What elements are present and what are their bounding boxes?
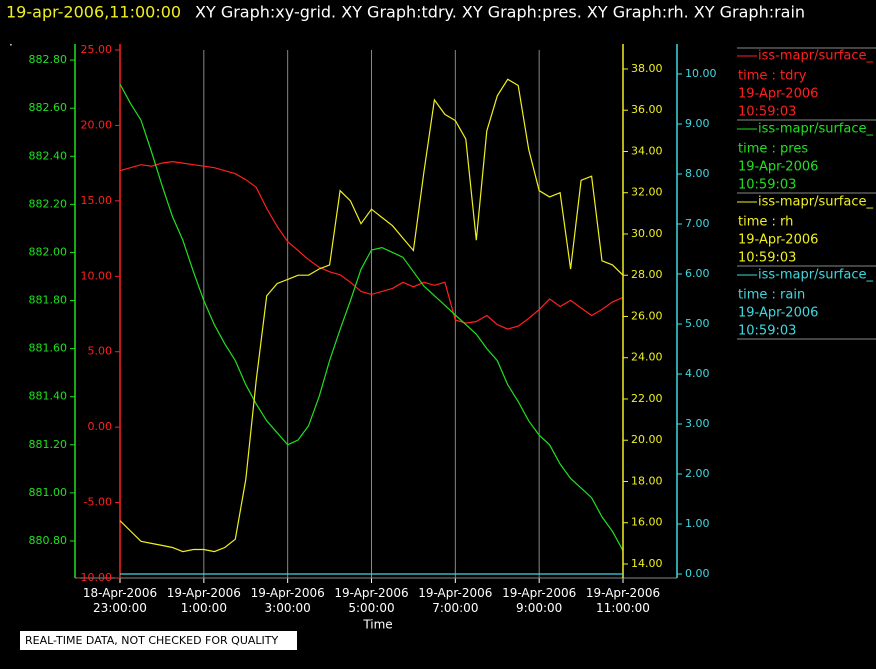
- y-tick-label: 20.00: [81, 118, 113, 131]
- y-tick-label: -5.00: [84, 496, 112, 509]
- legend-text: 10:59:03: [738, 105, 796, 120]
- y-tick-label: 1.00: [685, 517, 710, 530]
- chart-title: 19-apr-2006,11:00:00: [6, 3, 181, 22]
- marker-dot: .: [9, 35, 13, 49]
- legend-text: 10:59:03: [738, 178, 796, 193]
- data-line: [119, 78, 624, 553]
- y-tick-label: 882.00: [29, 245, 68, 258]
- y-tick-label: 9.00: [685, 117, 710, 130]
- y-tick-label: 882.80: [29, 53, 68, 66]
- y-tick-label: 14.00: [631, 557, 663, 570]
- chart-subtitle: XY Graph:xy-grid. XY Graph:tdry. XY Grap…: [195, 3, 805, 22]
- y-tick-label: 36.00: [631, 103, 663, 116]
- x-tick-label: 19-Apr-2006 3:00:00: [251, 586, 325, 615]
- y-tick-label: 8.00: [685, 167, 710, 180]
- y-tick-label: 0.00: [88, 420, 113, 433]
- y-tick-label: 26.00: [631, 309, 663, 322]
- x-tick-label: 19-Apr-2006 1:00:00: [167, 586, 241, 615]
- y-tick-label: 22.00: [631, 392, 663, 405]
- y-tick-label: 15.00: [81, 194, 113, 207]
- y-tick-label: 6.00: [685, 267, 710, 280]
- legend-name: iss-mapr/surface_: [758, 49, 874, 64]
- y-tick-label: 16.00: [631, 516, 663, 529]
- y-tick-label: 880.80: [29, 534, 68, 547]
- y-tick-label: 30.00: [631, 227, 663, 240]
- x-axis-label: Time: [362, 618, 392, 632]
- y-tick-label: 881.20: [29, 438, 68, 451]
- y-tick-label: 18.00: [631, 474, 663, 487]
- legend-text: time : rain: [738, 288, 805, 303]
- legend-text: time : rh: [738, 215, 793, 230]
- data-line: [119, 83, 624, 551]
- y-tick-label: 0.00: [685, 567, 710, 580]
- y-tick-label: 32.00: [631, 186, 663, 199]
- y-tick-label: 881.40: [29, 390, 68, 403]
- legend-text: time : pres: [738, 142, 808, 157]
- legend-text: 19-Apr-2006: [738, 306, 818, 321]
- y-tick-label: 881.80: [29, 294, 68, 307]
- y-tick-label: 24.00: [631, 351, 663, 364]
- x-tick-label: 19-Apr-2006 7:00:00: [418, 586, 492, 615]
- y-tick-label: 25.00: [81, 43, 113, 56]
- y-tick-label: 5.00: [685, 317, 710, 330]
- footnote: REAL-TIME DATA, NOT CHECKED FOR QUALITY: [25, 634, 279, 647]
- y-tick-label: -10.00: [77, 571, 112, 584]
- y-tick-label: 10.00: [685, 67, 717, 80]
- legend-text: 10:59:03: [738, 251, 796, 266]
- y-tick-label: 5.00: [88, 345, 113, 358]
- y-tick-label: 882.20: [29, 197, 68, 210]
- y-tick-label: 4.00: [685, 367, 710, 380]
- legend-text: 19-Apr-2006: [738, 160, 818, 175]
- legend-name: iss-mapr/surface_: [758, 268, 874, 283]
- x-tick-label: 19-Apr-2006 9:00:00: [502, 586, 576, 615]
- legend-name: iss-mapr/surface_: [758, 122, 874, 137]
- y-tick-label: 2.00: [685, 467, 710, 480]
- legend-text: time : tdry: [738, 69, 807, 84]
- y-tick-label: 7.00: [685, 217, 710, 230]
- x-tick-label: 18-Apr-2006 23:00:00: [83, 586, 157, 615]
- legend-text: 19-Apr-2006: [738, 87, 818, 102]
- y-tick-label: 10.00: [81, 269, 113, 282]
- y-tick-label: 3.00: [685, 417, 710, 430]
- legend-text: 19-Apr-2006: [738, 233, 818, 248]
- x-tick-label: 19-Apr-2006 5:00:00: [334, 586, 408, 615]
- y-tick-label: 882.60: [29, 101, 68, 114]
- y-tick-label: 38.00: [631, 62, 663, 75]
- legend-text: 10:59:03: [738, 324, 796, 339]
- legend-name: iss-mapr/surface_: [758, 195, 874, 210]
- y-tick-label: 28.00: [631, 268, 663, 281]
- y-tick-label: 881.00: [29, 486, 68, 499]
- y-tick-label: 881.60: [29, 342, 68, 355]
- y-tick-label: 20.00: [631, 433, 663, 446]
- x-tick-label: 19-Apr-2006 11:00:00: [586, 586, 660, 615]
- y-tick-label: 882.40: [29, 149, 68, 162]
- data-line: [119, 160, 624, 330]
- footnote-box: [20, 631, 297, 650]
- y-tick-label: 34.00: [631, 144, 663, 157]
